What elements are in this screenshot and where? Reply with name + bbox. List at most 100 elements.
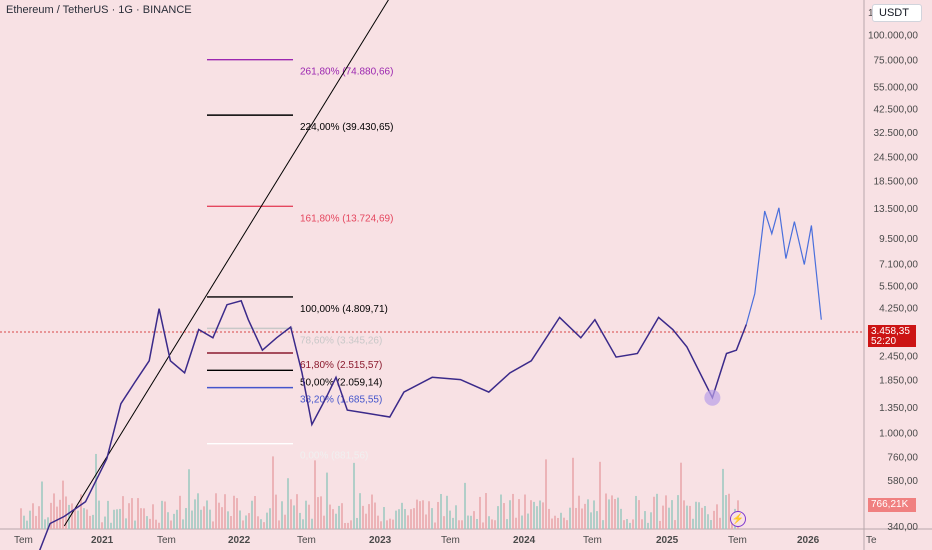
volume-bar: [692, 518, 694, 529]
price-tick-label: 9.500,00: [879, 234, 918, 245]
price-tick-label: 7.100,00: [879, 259, 918, 270]
volume-bar: [644, 511, 646, 529]
volume-bar: [635, 495, 637, 529]
volume-bar: [497, 506, 499, 529]
volume-bar: [440, 494, 442, 529]
volume-bar: [719, 517, 721, 529]
chart-title: Ethereum / TetherUS · 1G · BINANCE: [6, 4, 192, 16]
price-tick-label: 55.000,00: [874, 82, 919, 93]
volume-bar: [98, 500, 100, 529]
volume-bar: [164, 501, 166, 529]
volume-bar: [371, 494, 373, 529]
volume-bar: [578, 495, 580, 529]
volume-bar: [623, 520, 625, 529]
volume-bar: [671, 500, 673, 529]
volume-bar: [347, 522, 349, 529]
volume-bar: [113, 509, 115, 529]
volume-bar: [545, 459, 547, 529]
price-tick-label: 75.000,00: [874, 56, 919, 67]
volume-bar: [398, 509, 400, 529]
volume-bar: [374, 502, 376, 529]
fib-level-label: 0,00% (881,56): [300, 451, 368, 462]
volume-bar: [173, 513, 175, 529]
volume-bar: [305, 500, 307, 529]
time-tick-label: 2026: [797, 535, 820, 546]
volume-bar: [308, 504, 310, 529]
volume-bar: [140, 508, 142, 529]
volume-bar: [107, 500, 109, 529]
volume-tag: 766,21K: [868, 498, 916, 512]
lightning-icon[interactable]: ⚡: [730, 511, 746, 527]
volume-bar: [626, 518, 628, 529]
volume-bar: [242, 520, 244, 529]
volume-bar: [314, 460, 316, 529]
volume-bar: [500, 494, 502, 529]
volume-bar: [707, 514, 709, 529]
volume-bar: [149, 518, 151, 529]
volume-bar: [503, 503, 505, 529]
volume-bar: [62, 480, 64, 529]
last-price: 3.458,35: [871, 326, 910, 337]
volume-bar: [245, 515, 247, 529]
volume-bar: [449, 510, 451, 529]
volume-bar: [713, 510, 715, 529]
volume-bar: [536, 506, 538, 529]
volume-bar: [494, 520, 496, 529]
fib-level-label: 161,80% (13.724,69): [300, 213, 393, 224]
volume-bar: [116, 509, 118, 529]
volume-bar: [56, 506, 58, 529]
volume-bar: [362, 505, 364, 529]
volume-bar: [368, 504, 370, 529]
volume-bar: [365, 513, 367, 529]
volume-bar: [650, 512, 652, 529]
volume-bar: [647, 522, 649, 529]
volume-bar: [542, 502, 544, 529]
volume-bar: [587, 499, 589, 529]
volume-bar: [506, 519, 508, 529]
fib-level-label: 224,00% (39.430,65): [300, 122, 393, 133]
volume-bar: [179, 495, 181, 529]
volume-bar: [413, 508, 415, 529]
volume-bar: [584, 503, 586, 529]
volume-bar: [272, 456, 274, 529]
currency-selector[interactable]: USDT: [872, 4, 922, 22]
volume-bar: [539, 500, 541, 529]
volume-bar: [26, 520, 28, 529]
volume-bar: [95, 453, 97, 529]
price-tick-label: 18.500,00: [874, 177, 919, 188]
volume-bar: [212, 521, 214, 529]
volume-bar: [572, 457, 574, 529]
volume-bar: [569, 507, 571, 529]
volume-bar: [437, 501, 439, 529]
projection-line: [745, 207, 822, 325]
volume-bar: [125, 518, 127, 529]
volume-bar: [386, 520, 388, 529]
volume-bar: [287, 478, 289, 529]
volume-bar: [50, 502, 52, 529]
volume-bar: [404, 509, 406, 529]
volume-bar: [302, 519, 304, 529]
volume-bar: [548, 508, 550, 529]
volume-bar: [68, 504, 70, 529]
volume-bar: [167, 512, 169, 529]
volume-bar: [146, 516, 148, 529]
volume-bar: [461, 520, 463, 529]
volume-bar: [338, 505, 340, 529]
volume-bar: [356, 517, 358, 529]
volume-bar: [590, 512, 592, 529]
volume-bar: [479, 496, 481, 529]
volume-bar: [473, 511, 475, 529]
volume-bar: [188, 469, 190, 529]
volume-bar: [32, 503, 34, 529]
volume-bar: [281, 501, 283, 529]
volume-bar: [263, 522, 265, 529]
volume-bar: [221, 507, 223, 529]
volume-bar: [638, 500, 640, 529]
volume-bar: [323, 515, 325, 529]
volume-bar: [47, 517, 49, 529]
volume-bar: [695, 501, 697, 529]
time-axis: Tem 2021 Tem 2022 Tem 2023 Tem 2024 Tem 2025 Tem 20…: [14, 535, 877, 546]
volume-bar: [74, 509, 76, 529]
fib-level-label: 61,80% (2.515,57): [300, 360, 382, 371]
